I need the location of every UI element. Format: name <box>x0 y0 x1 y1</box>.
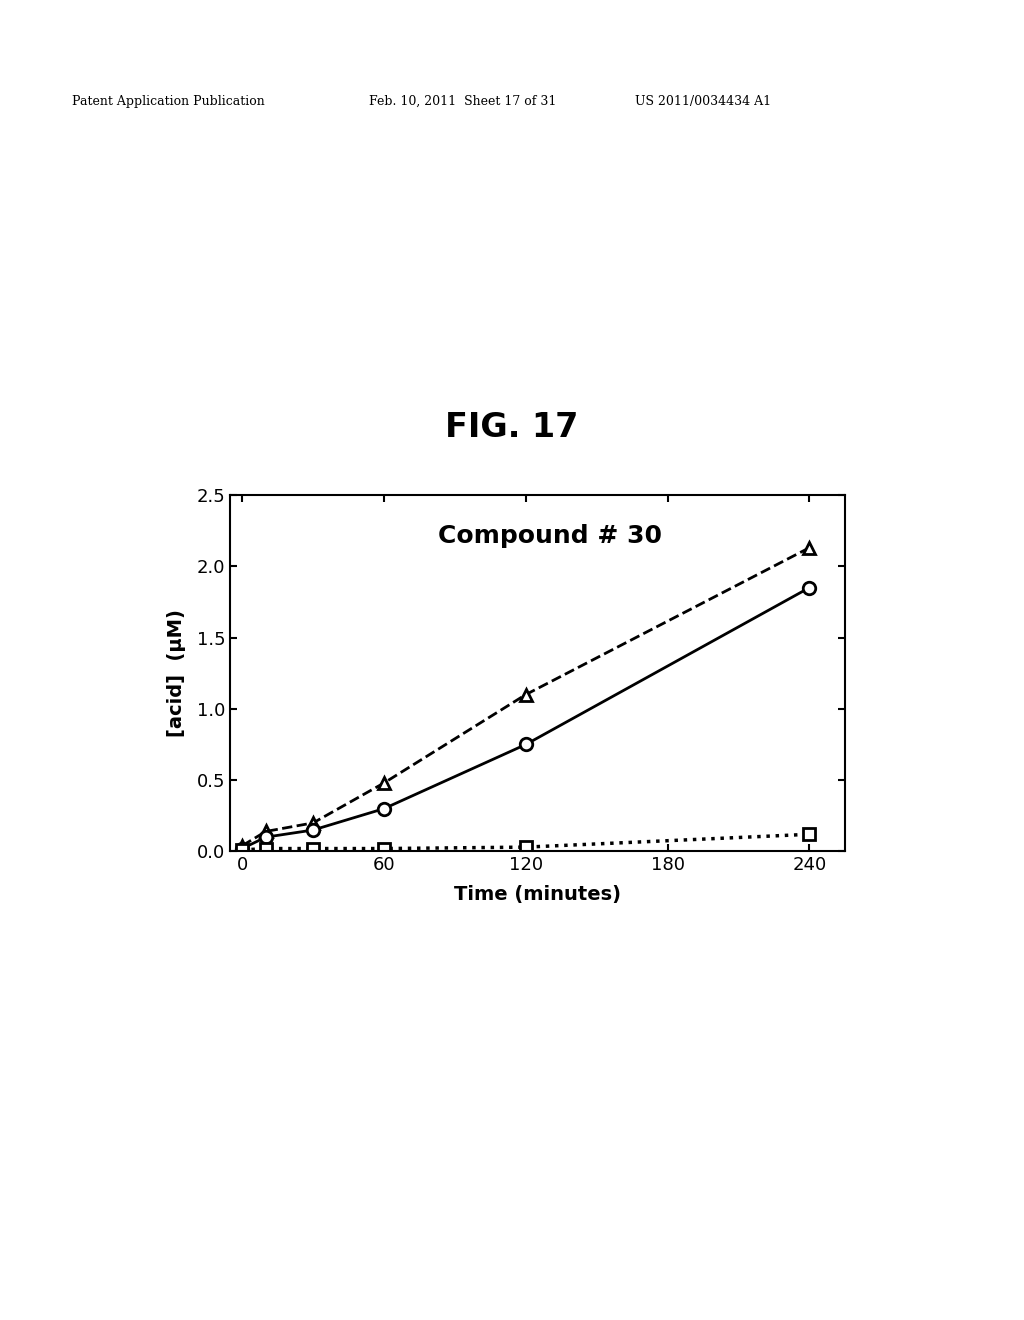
Text: US 2011/0034434 A1: US 2011/0034434 A1 <box>635 95 771 108</box>
Y-axis label: [acid]  (μM): [acid] (μM) <box>167 610 185 737</box>
X-axis label: Time (minutes): Time (minutes) <box>454 886 622 904</box>
Text: Compound # 30: Compound # 30 <box>438 524 662 548</box>
Text: Feb. 10, 2011  Sheet 17 of 31: Feb. 10, 2011 Sheet 17 of 31 <box>369 95 556 108</box>
Text: Patent Application Publication: Patent Application Publication <box>72 95 264 108</box>
Text: FIG. 17: FIG. 17 <box>445 412 579 444</box>
